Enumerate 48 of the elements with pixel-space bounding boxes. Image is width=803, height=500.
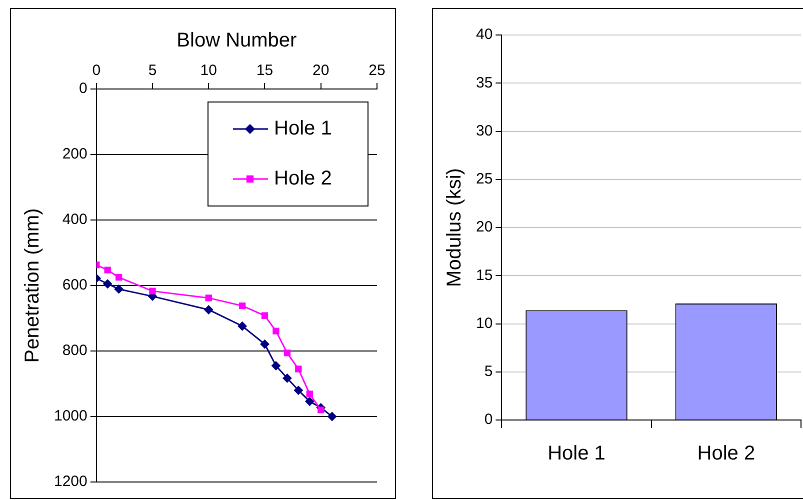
point: [104, 266, 111, 274]
y-tick-label: 10: [476, 314, 493, 332]
point: [272, 328, 280, 334]
x-tick-label: 0: [92, 62, 101, 80]
y-tick-label: 5: [484, 363, 493, 380]
y-tick-label: 40: [476, 26, 493, 44]
point: [205, 294, 212, 302]
point: [238, 302, 246, 310]
legend-label: Hole 2: [274, 168, 332, 190]
y-tick-label: 30: [476, 122, 493, 140]
point: [238, 322, 247, 331]
point: [318, 406, 324, 414]
point: [271, 361, 280, 370]
point: [305, 396, 314, 406]
point: [261, 312, 268, 319]
y-axis-title: Penetration (mm): [22, 208, 44, 363]
y-tick-label: 600: [62, 276, 88, 294]
point: [204, 305, 214, 314]
y-tick-label: 0: [79, 80, 88, 98]
point: [294, 386, 303, 395]
x-tick-label: 20: [312, 62, 330, 80]
y-tick-label: 400: [62, 211, 88, 228]
y-tick-label: 35: [476, 74, 493, 92]
y-tick-label: 15: [476, 266, 493, 284]
point: [306, 390, 313, 398]
x-tick-label: 15: [256, 62, 274, 80]
x-tick-label: 10: [200, 62, 217, 80]
point: [115, 274, 122, 281]
point: [282, 374, 292, 383]
y-tick-label: 1200: [54, 473, 88, 490]
x-tick-label: 25: [368, 62, 386, 80]
point: [284, 350, 291, 356]
point: [114, 284, 124, 294]
y-tick-label: 0: [484, 411, 493, 428]
point: [295, 366, 302, 372]
y-axis-title: Modulus (ksi): [444, 168, 466, 287]
y-tick-label: 25: [476, 170, 493, 188]
y-tick-label: 200: [62, 146, 88, 163]
point: [328, 412, 337, 421]
point: [260, 340, 270, 349]
legend-label: Hole 1: [274, 118, 332, 140]
x-tick-label: 5: [148, 62, 157, 80]
y-tick-label: 800: [62, 342, 88, 360]
y-tick-label: 1000: [54, 408, 88, 425]
point: [103, 279, 112, 288]
y-tick-label: 20: [476, 218, 493, 236]
point: [149, 288, 156, 294]
x-axis-title: Blow Number: [176, 30, 298, 52]
